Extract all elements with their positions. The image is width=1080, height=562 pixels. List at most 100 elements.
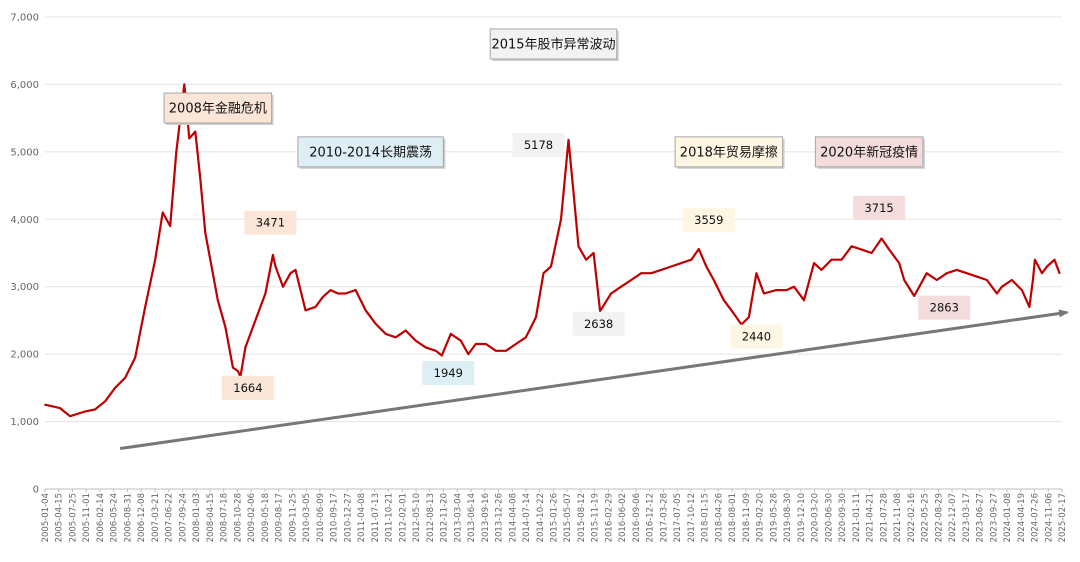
annotation-label: 2018年贸易摩擦: [680, 144, 778, 160]
data-point: [599, 310, 601, 313]
data-point: [577, 245, 580, 248]
value-label: 2440: [742, 330, 771, 344]
x-tick-label: 2010-03-05: [302, 493, 312, 542]
data-point: [813, 262, 815, 265]
data-point: [525, 336, 527, 339]
data-point: [337, 292, 339, 295]
y-tick-label: 7,000: [10, 13, 39, 24]
data-point: [104, 400, 107, 403]
x-tick-label: 2012-11-20: [440, 493, 450, 542]
data-point: [572, 191, 575, 194]
value-label: 1949: [434, 366, 463, 380]
data-point: [535, 316, 537, 318]
x-tick-label: 2011-10-21: [385, 493, 395, 542]
data-point: [560, 218, 562, 221]
data-point: [913, 295, 916, 297]
data-point: [903, 279, 906, 281]
data-point: [344, 292, 347, 295]
y-tick-label: 1,000: [10, 417, 39, 428]
data-point: [1041, 272, 1043, 275]
data-point: [114, 386, 117, 389]
data-point: [898, 262, 901, 265]
x-tick-label: 2011-07-13: [371, 493, 381, 542]
x-tick-label: 2016-06-02: [618, 493, 628, 542]
x-tick-label: 2009-05-18: [261, 493, 271, 542]
x-tick-label: 2023-03-17: [962, 493, 972, 542]
value-label-box: [244, 210, 297, 235]
value-labels: 3471 1664 5178 1949 2638 3559 2440 3715 2863: [221, 133, 971, 400]
x-tick-label: 2011-04-08: [357, 493, 367, 542]
data-point: [705, 265, 708, 268]
x-tick-label: 2021-11-08: [893, 493, 903, 542]
x-tick-label: 2016-09-06: [632, 493, 642, 542]
data-point: [294, 268, 297, 271]
data-point: [793, 285, 795, 288]
data-point: [175, 150, 178, 153]
data-point: [610, 292, 613, 295]
annotation-box: [489, 28, 618, 60]
data-point: [650, 272, 653, 275]
x-tick-label: 2020-09-30: [838, 493, 848, 542]
data-point: [620, 285, 623, 288]
data-point: [965, 272, 968, 275]
data-point: [231, 366, 234, 369]
data-point: [274, 265, 277, 268]
data-point: [550, 265, 552, 268]
data-point: [722, 299, 725, 302]
value-label-box: [730, 324, 783, 349]
data-point: [640, 272, 643, 275]
value-label-box: [853, 195, 906, 220]
data-point: [314, 306, 317, 308]
x-tick-label: 2019-02-20: [756, 493, 766, 542]
data-point: [364, 309, 367, 312]
data-point: [474, 343, 477, 345]
value-label-box: [572, 311, 625, 336]
data-point: [630, 279, 633, 281]
data-point: [860, 248, 863, 251]
data-point: [747, 316, 750, 318]
x-tick-label: 2022-08-29: [934, 493, 944, 542]
data-point: [494, 349, 497, 352]
data-point: [204, 231, 207, 234]
x-tick-label: 2019-08-30: [783, 493, 793, 542]
data-point: [712, 279, 715, 281]
data-point: [440, 354, 443, 357]
x-tick-label: 2017-07-05: [673, 493, 683, 542]
data-point: [1034, 258, 1036, 261]
value-label-box: [682, 207, 735, 232]
x-tick-label: 2021-04-21: [866, 493, 876, 542]
data-point: [785, 289, 788, 291]
value-label-box: [221, 375, 274, 400]
x-tick-label: 2015-01-26: [550, 493, 560, 542]
x-tick-label: 2016-02-29: [604, 493, 614, 542]
data-point: [384, 333, 387, 335]
data-point: [1011, 279, 1013, 281]
data-point: [329, 289, 332, 291]
x-tick-label: 2020-03-20: [811, 493, 821, 542]
y-tick-label: 4,000: [10, 215, 39, 226]
x-tick-label: 2013-06-14: [467, 493, 477, 542]
x-tick-label: 2012-08-13: [426, 493, 436, 542]
x-tick-label: 2017-03-28: [659, 493, 669, 542]
x-tick-label: 2006-12-08: [137, 493, 147, 542]
data-point: [585, 258, 587, 261]
y-tick-label: 5,000: [10, 147, 39, 158]
data-point: [459, 339, 462, 342]
x-tick-label: 2013-12-26: [495, 493, 505, 542]
annotation-box: [814, 136, 924, 168]
x-tick-label: 2006-05-24: [110, 493, 120, 542]
data-point: [84, 410, 86, 413]
x-tick-label: 2021-07-28: [879, 493, 889, 542]
x-tick-label: 2008-04-15: [206, 493, 216, 542]
x-tick-label: 2009-08-17: [275, 493, 285, 542]
trend-arrow: [119, 309, 1069, 451]
data-point: [1028, 306, 1031, 308]
x-tick-label: 2022-12-07: [948, 493, 958, 542]
x-tick-label: 2019-12-10: [797, 493, 807, 542]
annotation-label: 2015年股市异常波动: [491, 36, 615, 52]
x-tick-label: 2017-10-12: [687, 493, 697, 542]
data-point: [985, 279, 988, 281]
value-label-box: [422, 361, 475, 386]
data-point: [209, 258, 212, 261]
x-tick-label: 2015-11-19: [591, 493, 601, 542]
